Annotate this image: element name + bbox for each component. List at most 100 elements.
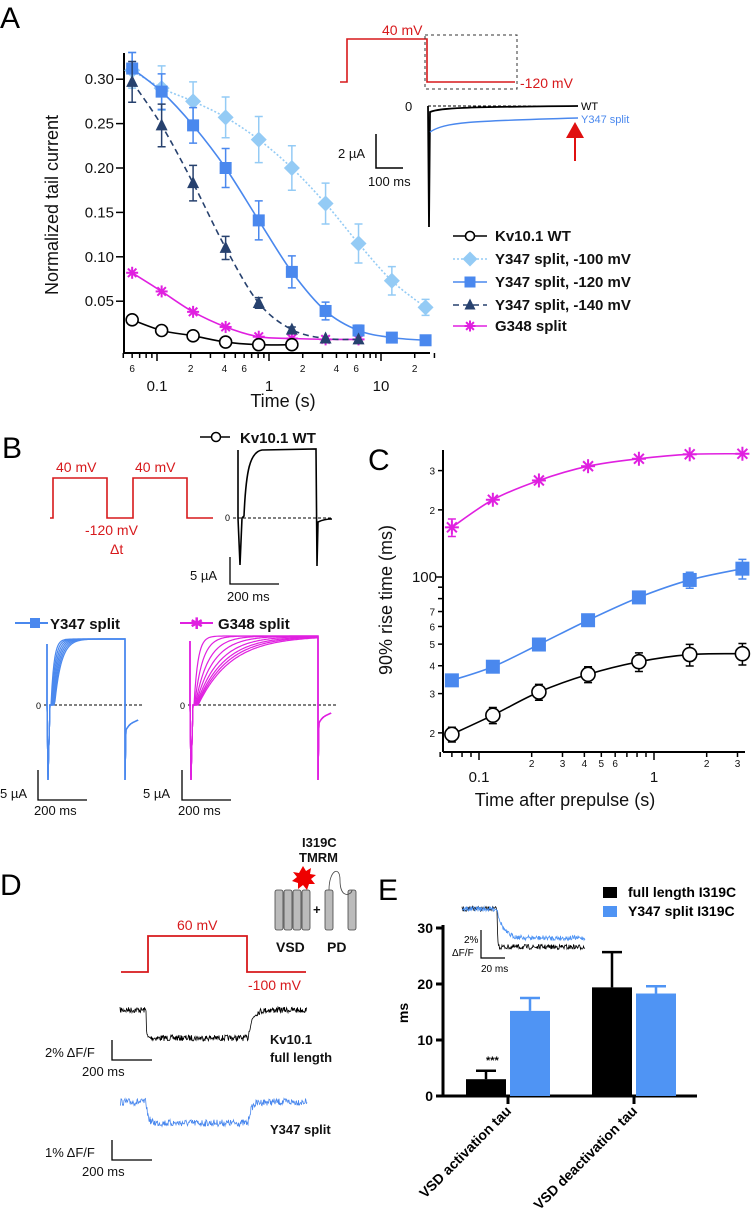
- c-x-minor-label: 4: [582, 759, 588, 770]
- e-y-tick-label: 10: [417, 1032, 433, 1048]
- pd-helices-icon: [324, 870, 357, 931]
- c-x-tick-label: 1: [650, 769, 658, 786]
- a-data-point: [319, 304, 332, 317]
- c-data-point: [531, 473, 546, 488]
- d-dye-label: TMRM: [299, 850, 338, 865]
- e-y-label: ms: [395, 1003, 411, 1023]
- b-wt-legend: Kv10.1 WT: [240, 430, 316, 447]
- c-fit-line: [451, 452, 743, 528]
- c-data-point: [631, 451, 646, 466]
- c-series-g348: [444, 446, 750, 538]
- e-error-bar: [476, 1069, 496, 1080]
- square-marker-icon: [464, 276, 476, 288]
- c-data-point: [682, 572, 697, 587]
- a-data-point: [219, 162, 232, 174]
- c-data-point: [631, 590, 646, 605]
- a-data-point: [125, 313, 139, 327]
- a-data-point: [285, 322, 298, 335]
- a-legend-label: G348 split: [495, 318, 567, 335]
- c-data-point: [631, 653, 647, 670]
- e-bar: [510, 1010, 550, 1096]
- star-stroke: [684, 448, 696, 460]
- a-y-tick-label: 0.20: [85, 160, 114, 177]
- a-data-point: [219, 240, 232, 253]
- d-pd-label: PD: [327, 939, 346, 955]
- star-stroke: [487, 494, 499, 506]
- b-protocol-low: -120 mV: [85, 522, 139, 538]
- a-x-minor-label: 6: [353, 364, 359, 375]
- a-x-label: Time (s): [250, 391, 315, 411]
- b-g348-traces: ✱ G348 split 0 5 µA 200 ms: [143, 616, 336, 818]
- a-data-point: [319, 331, 332, 344]
- star-stroke: [633, 453, 645, 465]
- e-inset-scale-y1: 2%: [464, 935, 479, 946]
- a-inset-wt-label: WT: [581, 101, 598, 113]
- d-y347-trace: [119, 1097, 308, 1128]
- star-stroke: [582, 460, 594, 472]
- e-legend-swatch: [603, 906, 617, 917]
- e-y-tick-label: 20: [417, 976, 433, 992]
- c-y-minor-label: 7: [429, 608, 435, 619]
- current-trace: [46, 638, 139, 781]
- a-data-point: [155, 285, 168, 298]
- b-y347-scale-y: 5 µA: [0, 786, 27, 801]
- a-data-point: [250, 131, 267, 148]
- c-data-point: [485, 707, 501, 724]
- c-y-minor-label: 3: [429, 690, 435, 701]
- d-protocol-high: 60 mV: [177, 917, 218, 933]
- a-data-point: [317, 195, 334, 212]
- panel-label-d: D: [0, 869, 22, 902]
- a-x-tick-label: 0.1: [147, 378, 168, 395]
- a-series-y347_140: [126, 60, 365, 345]
- a-inset-zero: 0: [405, 99, 412, 114]
- b-wt-zero: 0: [225, 513, 230, 523]
- e-significance: ***: [486, 1055, 500, 1067]
- chart-e: ms 2% ΔF/F 20 ms *** 0 10 20 30 VSD activati…: [395, 884, 736, 1213]
- a-data-point: [385, 331, 398, 344]
- c-data-point: [734, 645, 751, 662]
- a-y-tick-label: 0.25: [85, 116, 114, 133]
- a-data-point: [217, 109, 234, 126]
- current-trace: [189, 637, 332, 781]
- a-legend-label: Kv10.1 WT: [495, 228, 571, 245]
- a-data-point: [285, 337, 299, 352]
- c-data-point: [581, 613, 596, 628]
- panel-label-b: B: [2, 432, 22, 465]
- c-x-minor-label: 2: [704, 759, 710, 770]
- c-data-point: [444, 673, 459, 688]
- b-y347-zero: 0: [36, 701, 41, 711]
- d-fluorescence-traces: Kv10.1 full length 2% ΔF/F 200 ms Y347 s…: [45, 1005, 332, 1179]
- d-voltage-protocol: 60 mV -100 mV: [121, 917, 306, 993]
- e-error-bar: [602, 950, 622, 988]
- a-data-point: [187, 176, 200, 189]
- a-y-label: Normalized tail current: [42, 115, 62, 295]
- a-data-point: [218, 335, 233, 349]
- a-data-point: [186, 329, 200, 343]
- e-bar: [636, 993, 676, 1096]
- a-scale-bar: [375, 134, 403, 169]
- star-stroke: [188, 306, 199, 317]
- e-inset-y347-trace: [461, 905, 586, 942]
- current-trace: [189, 636, 332, 781]
- panel-label-a: A: [0, 2, 20, 35]
- star-marker-icon: ✱: [190, 616, 203, 633]
- c-data-point: [580, 666, 596, 683]
- b-voltage-protocol: 40 mV 40 mV -120 mV Δt: [50, 459, 213, 557]
- a-scale-y: 2 µA: [338, 146, 365, 161]
- a-fit-line: [131, 81, 359, 341]
- c-x-minor-label: 3: [735, 759, 741, 770]
- e-bar: [592, 987, 632, 1096]
- b-y347-traces: Y347 split 0 5 µA 200 ms: [0, 616, 143, 818]
- c-x-minor-label: 3: [560, 759, 566, 770]
- a-scale-x: 100 ms: [368, 174, 411, 189]
- a-x-minor-label: 6: [241, 364, 247, 375]
- a-x-minor-label: 6: [129, 364, 135, 375]
- a-x-minor-label: 2: [412, 364, 418, 375]
- c-data-point: [444, 520, 459, 535]
- a-data-point: [155, 85, 168, 98]
- d-trace1-scale-x: 200 ms: [82, 1064, 125, 1079]
- b-g348-zero: 0: [180, 701, 185, 711]
- c-data-point: [485, 492, 500, 507]
- c-data-point: [682, 447, 697, 462]
